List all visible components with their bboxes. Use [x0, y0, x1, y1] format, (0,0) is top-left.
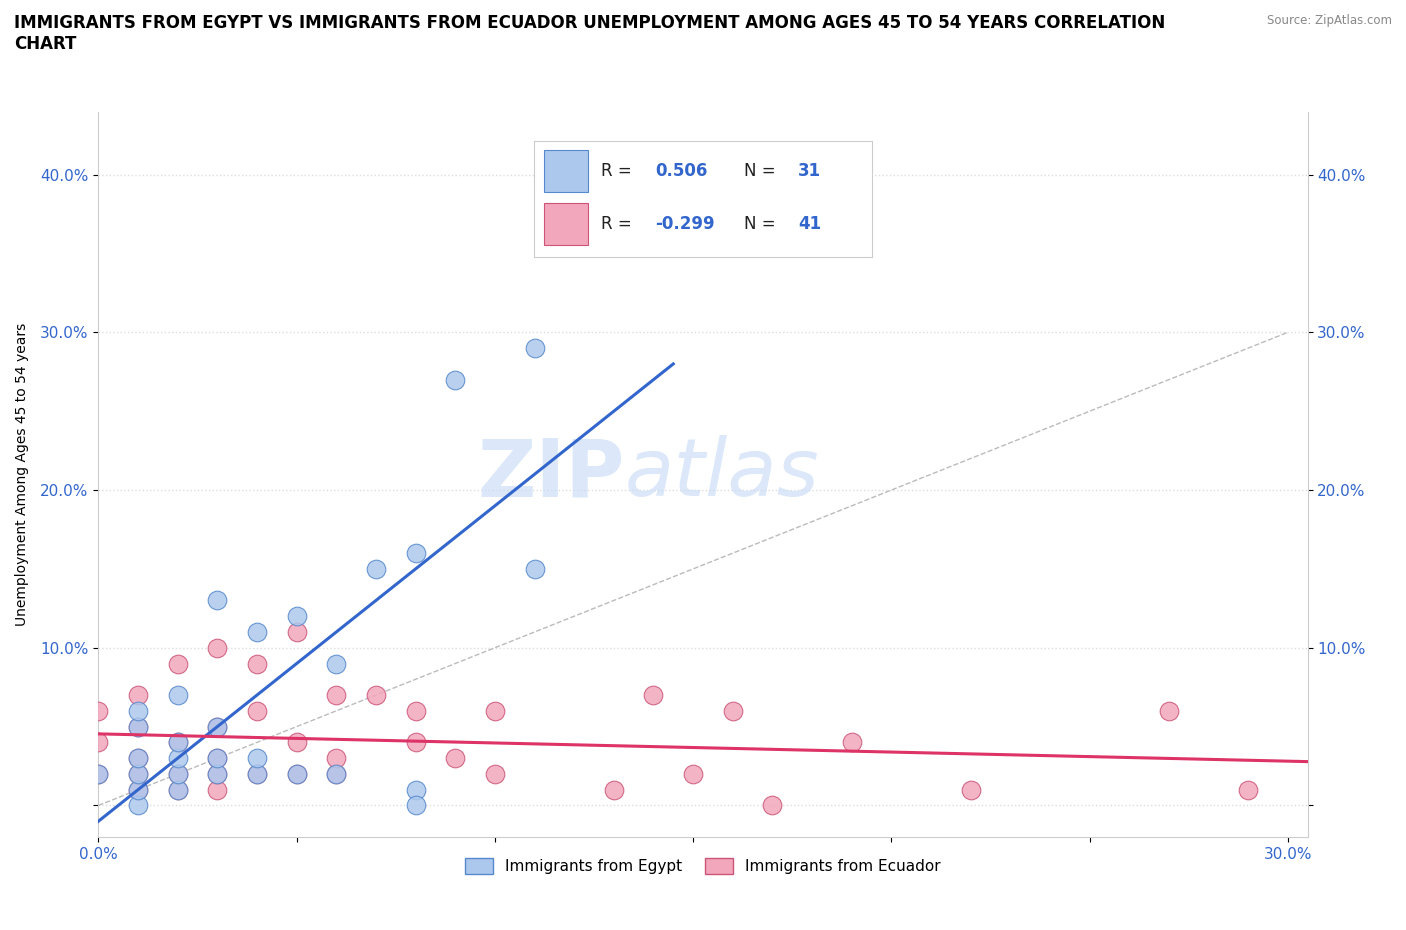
Point — [166, 766, 188, 781]
Point — [325, 766, 347, 781]
Point — [484, 766, 506, 781]
Point — [1237, 782, 1260, 797]
Point — [207, 719, 229, 734]
Point — [207, 751, 229, 765]
Point — [166, 735, 188, 750]
Point — [127, 798, 149, 813]
Point — [207, 751, 229, 765]
Point — [207, 641, 229, 656]
Point — [87, 703, 110, 718]
Point — [127, 719, 149, 734]
Point — [166, 656, 188, 671]
Point — [603, 782, 626, 797]
Point — [166, 782, 188, 797]
Point — [484, 703, 506, 718]
Point — [166, 766, 188, 781]
Point — [325, 656, 347, 671]
Point — [523, 562, 546, 577]
Point — [959, 782, 981, 797]
Point — [841, 735, 863, 750]
Text: Source: ZipAtlas.com: Source: ZipAtlas.com — [1267, 14, 1392, 27]
Point — [127, 687, 149, 702]
Point — [405, 782, 427, 797]
Point — [444, 751, 467, 765]
Point — [166, 687, 188, 702]
Legend: Immigrants from Egypt, Immigrants from Ecuador: Immigrants from Egypt, Immigrants from E… — [460, 852, 946, 880]
Point — [246, 766, 269, 781]
Point — [682, 766, 704, 781]
Point — [127, 766, 149, 781]
Point — [127, 703, 149, 718]
Point — [246, 703, 269, 718]
Text: ZIP: ZIP — [477, 435, 624, 513]
Point — [325, 751, 347, 765]
Point — [364, 687, 387, 702]
Point — [643, 687, 665, 702]
Point — [246, 766, 269, 781]
Point — [285, 735, 308, 750]
Point — [721, 703, 744, 718]
Point — [207, 593, 229, 608]
Point — [325, 766, 347, 781]
Text: atlas: atlas — [624, 435, 820, 513]
Point — [325, 687, 347, 702]
Point — [246, 625, 269, 640]
Point — [285, 609, 308, 624]
Point — [127, 751, 149, 765]
Point — [87, 766, 110, 781]
Point — [127, 751, 149, 765]
Point — [166, 735, 188, 750]
Point — [444, 372, 467, 387]
Point — [207, 766, 229, 781]
Point — [523, 340, 546, 355]
Point — [562, 199, 585, 214]
Point — [127, 766, 149, 781]
Point — [285, 766, 308, 781]
Point — [405, 546, 427, 561]
Point — [207, 766, 229, 781]
Point — [1157, 703, 1180, 718]
Point — [207, 782, 229, 797]
Point — [166, 782, 188, 797]
Point — [207, 719, 229, 734]
Point — [364, 562, 387, 577]
Point — [405, 735, 427, 750]
Point — [285, 625, 308, 640]
Point — [87, 735, 110, 750]
Point — [127, 719, 149, 734]
Point — [246, 656, 269, 671]
Point — [127, 782, 149, 797]
Text: IMMIGRANTS FROM EGYPT VS IMMIGRANTS FROM ECUADOR UNEMPLOYMENT AMONG AGES 45 TO 5: IMMIGRANTS FROM EGYPT VS IMMIGRANTS FROM… — [14, 14, 1166, 53]
Y-axis label: Unemployment Among Ages 45 to 54 years: Unemployment Among Ages 45 to 54 years — [15, 323, 30, 626]
Point — [761, 798, 783, 813]
Point — [87, 766, 110, 781]
Point — [405, 703, 427, 718]
Point — [246, 751, 269, 765]
Point — [405, 798, 427, 813]
Point — [166, 751, 188, 765]
Point — [127, 782, 149, 797]
Point — [285, 766, 308, 781]
